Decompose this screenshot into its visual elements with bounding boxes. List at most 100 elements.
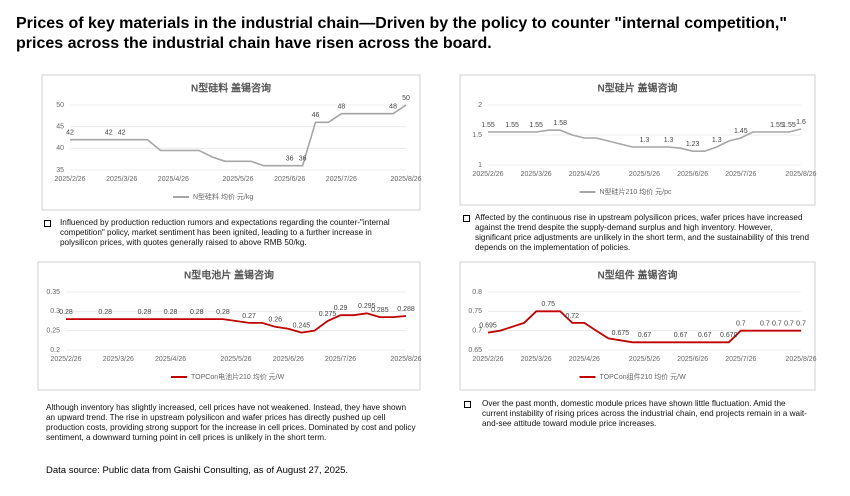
value-label: 1.3	[664, 137, 674, 144]
value-label: 0.28	[98, 309, 112, 316]
value-label: 0.28	[164, 309, 178, 316]
value-label: 42	[66, 130, 74, 137]
x-tick-label: 2025/6/26	[677, 171, 708, 178]
value-label: 0.28	[138, 309, 152, 316]
x-tick-label: 2025/4/26	[569, 171, 600, 178]
x-tick-label: 2025/5/26	[629, 171, 660, 178]
value-label: 1.23	[686, 141, 700, 148]
chart-title: N型硅料 盖锡咨询	[191, 82, 271, 95]
note: Although inventory has slightly increase…	[46, 403, 416, 442]
value-label: 50	[402, 95, 410, 102]
value-label: 0.7	[736, 321, 746, 328]
value-label: 0.295	[358, 303, 376, 310]
x-tick-label: 2025/7/26	[326, 176, 357, 183]
value-label: 0.29	[334, 305, 348, 312]
value-label: 0.670	[720, 332, 738, 339]
x-tick-label: 2025/5/26	[220, 356, 251, 363]
bullet	[463, 215, 470, 222]
x-tick-label: 2025/6/26	[677, 356, 708, 363]
price-line	[66, 312, 407, 334]
value-label: 1.3	[640, 137, 650, 144]
x-tick-label: 2025/6/26	[274, 176, 305, 183]
legend-label: N型硅料 均价 元/kg	[193, 192, 253, 201]
value-label: 0.275	[319, 311, 337, 318]
slide-title: Prices of key materials in the industria…	[16, 15, 787, 52]
value-label: 0.695	[479, 322, 497, 329]
chart-title: N型硅片 盖锡咨询	[598, 82, 678, 95]
y-tick-label: 0.7	[472, 328, 482, 335]
legend-label: TOPCon组件210 均价 元/W	[600, 372, 687, 381]
legend-label: N型硅片210 均价 元/pc	[600, 187, 672, 196]
price-line	[487, 310, 801, 344]
x-tick-label: 2025/2/26	[472, 171, 503, 178]
value-label: 36	[299, 156, 307, 163]
y-tick-label: 0.75	[468, 308, 482, 315]
x-tick-label: 2025/5/26	[222, 176, 253, 183]
x-tick-label: 2025/4/26	[569, 356, 600, 363]
value-label: 0.28	[190, 309, 204, 316]
value-label: 0.7	[772, 321, 782, 328]
x-tick-label: 2025/3/26	[521, 171, 552, 178]
value-label: 0.67	[638, 332, 652, 339]
price-line	[488, 128, 802, 152]
value-label: 1.55	[770, 122, 784, 129]
value-label: 48	[389, 104, 397, 111]
value-label: 1.6	[796, 119, 806, 126]
x-tick-label: 2025/8/26	[785, 356, 816, 363]
chart-frame	[459, 261, 816, 391]
value-label: 0.72	[565, 313, 579, 320]
x-tick-label: 2025/2/26	[54, 176, 85, 183]
legend-label: TOPCon电池片210 均价 元/W	[191, 372, 285, 381]
note: Over the past month, domestic module pri…	[482, 399, 807, 428]
value-label: 1.55	[481, 122, 495, 129]
value-label: 0.26	[268, 317, 282, 324]
x-tick-label: 2025/2/26	[50, 356, 81, 363]
value-label: 0.285	[371, 307, 389, 314]
y-tick-label: 35	[56, 167, 64, 174]
value-label: 1.3	[712, 137, 722, 144]
value-label: 1.45	[734, 128, 748, 135]
chart-title: N型组件 盖锡咨询	[598, 269, 678, 282]
x-tick-label: 2025/5/26	[629, 356, 660, 363]
price-line	[70, 104, 407, 167]
x-tick-label: 2025/2/26	[472, 356, 503, 363]
value-label: 0.28	[216, 309, 230, 316]
y-tick-label: 0.3	[50, 308, 60, 315]
chart-title: N型电池片 盖锡咨询	[184, 269, 274, 282]
value-label: 0.67	[674, 332, 688, 339]
x-tick-label: 2025/8/26	[390, 176, 421, 183]
value-label: 1.55	[782, 122, 796, 129]
chart-frame	[37, 261, 421, 391]
source: Data source: Public data from Gaishi Con…	[46, 465, 349, 476]
x-tick-label: 2025/3/26	[106, 176, 137, 183]
x-tick-label: 2025/8/26	[390, 356, 421, 363]
x-tick-label: 2025/8/26	[785, 171, 816, 178]
value-label: 0.675	[612, 330, 630, 337]
x-tick-label: 2025/3/26	[103, 356, 134, 363]
y-tick-label: 0.35	[46, 289, 60, 296]
y-tick-label: 0.65	[468, 347, 482, 354]
value-label: 0.245	[293, 322, 311, 329]
y-tick-label: 45	[56, 124, 64, 131]
bullet	[44, 220, 51, 227]
chart-frame	[459, 74, 816, 206]
value-label: 0.75	[541, 301, 555, 308]
y-tick-label: 40	[56, 145, 64, 152]
y-tick-label: 0.8	[472, 289, 482, 296]
x-tick-label: 2025/4/26	[158, 176, 189, 183]
chart-frame	[41, 74, 421, 211]
value-label: 0.7	[796, 321, 806, 328]
x-tick-label: 2025/7/26	[325, 356, 356, 363]
value-label: 0.7	[760, 321, 770, 328]
x-tick-label: 2025/7/26	[725, 356, 756, 363]
value-label: 0.7	[784, 321, 794, 328]
value-label: 0.288	[397, 306, 415, 313]
note: Influenced by production reduction rumor…	[60, 218, 390, 247]
value-label: 0.27	[242, 313, 256, 320]
value-label: 1.58	[553, 120, 567, 127]
value-label: 42	[118, 130, 126, 137]
y-tick-label: 50	[56, 102, 64, 109]
value-label: 1.55	[529, 122, 543, 129]
